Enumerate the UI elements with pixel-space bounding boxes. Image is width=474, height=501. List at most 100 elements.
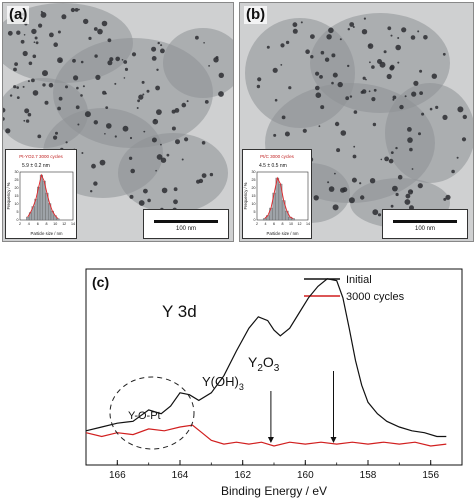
nanoparticle xyxy=(369,61,371,64)
nanoparticle xyxy=(407,189,414,195)
nanoparticle xyxy=(310,34,315,39)
nanoparticle xyxy=(40,12,47,18)
nanoparticle xyxy=(218,72,224,79)
nanoparticle xyxy=(104,133,106,135)
nanoparticle xyxy=(143,130,146,133)
histogram-ytick: 30 xyxy=(15,170,19,174)
histogram-bar xyxy=(262,218,267,221)
nanoparticle xyxy=(109,57,114,62)
nanoparticle xyxy=(137,99,141,103)
nanoparticle xyxy=(49,32,54,38)
nanoparticle xyxy=(423,35,428,40)
nanoparticle xyxy=(273,133,277,137)
nanoparticle xyxy=(48,82,54,88)
nanoparticle xyxy=(147,198,151,203)
nanoparticle xyxy=(129,136,133,140)
nanoparticle xyxy=(138,200,145,206)
nanoparticle xyxy=(160,48,165,54)
nanoparticle xyxy=(42,83,46,87)
nanoparticle xyxy=(181,158,184,161)
nanoparticle xyxy=(342,187,348,193)
x-tick-label: 166 xyxy=(109,470,126,481)
nanoparticle xyxy=(33,41,36,43)
nanoparticle xyxy=(97,28,103,35)
histogram-xtick: 6 xyxy=(37,222,39,226)
nanoparticle xyxy=(131,52,137,57)
histogram-xtick: 2 xyxy=(19,222,21,226)
nanoparticle xyxy=(114,135,117,138)
histogram-ylabel: Frequency / % xyxy=(243,182,248,209)
histogram-inset-a: Pt-YO2.7 3000 cycles 5.9 ± 0.2 nm 2 4 6 8 10 12… xyxy=(5,149,77,239)
nanoparticle xyxy=(292,28,298,34)
nanoparticle xyxy=(13,85,17,89)
histogram-size-label: 4.5 ± 0.5 nm xyxy=(259,163,287,169)
nanoparticle xyxy=(215,56,219,59)
histogram-xtick: 12 xyxy=(62,222,66,226)
nanoparticle xyxy=(411,168,414,170)
tem-texture-b xyxy=(245,13,473,228)
nanoparticle xyxy=(377,59,382,64)
nanoparticle xyxy=(16,30,21,35)
nanoparticle xyxy=(72,58,76,63)
nanoparticle xyxy=(42,70,48,77)
nanoparticle xyxy=(93,181,98,186)
nanoparticle xyxy=(417,183,423,189)
nanoparticle xyxy=(315,71,320,76)
tem-image-b: (b) Pt/C 3000 cycles 4.5 ± 0.5 nm 2 4 6 8 10 12… xyxy=(239,2,474,242)
nanoparticle xyxy=(171,126,176,131)
nanoparticle xyxy=(155,169,157,172)
nanoparticle xyxy=(257,77,262,82)
histogram-ytick: 0 xyxy=(17,218,19,222)
nanoparticle xyxy=(74,8,79,12)
nanoparticle xyxy=(27,80,30,83)
nanoparticle xyxy=(365,78,367,81)
histogram-ytick: 20 xyxy=(15,186,19,190)
nanoparticle xyxy=(315,92,322,98)
histogram-bar xyxy=(291,218,295,221)
nanoparticle xyxy=(339,38,342,41)
nanoparticle xyxy=(27,112,32,117)
scale-bar-box-a: 100 nm xyxy=(143,209,229,239)
nanoparticle xyxy=(380,158,383,161)
nanoparticle xyxy=(401,27,407,33)
histogram-bar xyxy=(56,218,60,221)
scale-bar-b xyxy=(393,220,457,223)
nanoparticle xyxy=(373,88,377,92)
nanoparticle xyxy=(288,86,292,90)
nanoparticle xyxy=(76,86,79,90)
arrow-yoh3-head xyxy=(267,437,274,443)
nanoparticle xyxy=(360,195,365,200)
nanoparticle xyxy=(28,61,33,66)
histogram-ytick: 15 xyxy=(15,194,19,198)
histogram-ytick: 20 xyxy=(252,186,256,190)
nanoparticle xyxy=(377,213,382,217)
nanoparticle xyxy=(95,74,101,80)
nanoparticle xyxy=(123,60,128,64)
nanoparticle xyxy=(218,91,224,97)
nanoparticle xyxy=(175,139,180,145)
nanoparticle xyxy=(94,54,98,58)
nanoparticle xyxy=(53,135,58,140)
nanoparticle xyxy=(196,179,201,184)
scale-bar-a xyxy=(154,220,218,223)
nanoparticle xyxy=(136,107,139,109)
histogram-xtick: 8 xyxy=(46,222,48,226)
series-line-3000-cycles xyxy=(85,424,447,447)
nanoparticle xyxy=(383,50,387,54)
nanoparticle xyxy=(305,49,310,54)
nanoparticle xyxy=(407,137,413,143)
nanoparticle xyxy=(77,123,80,126)
nanoparticle xyxy=(171,109,176,114)
support-region xyxy=(385,83,473,183)
nanoparticle xyxy=(155,85,161,91)
x-axis-label: Binding Energy / eV xyxy=(221,484,327,498)
nanoparticle xyxy=(347,28,350,31)
nanoparticle xyxy=(324,57,330,62)
nanoparticle xyxy=(431,73,437,79)
nanoparticle xyxy=(331,53,336,58)
nanoparticle xyxy=(284,131,290,137)
tem-image-a: (a) Pt-YO2.7 3000 cycles 5.9 ± 0.2 nm 2 4 6 8… xyxy=(2,2,234,242)
nanoparticle xyxy=(359,182,362,185)
nanoparticle xyxy=(369,178,376,184)
nanoparticle xyxy=(209,172,214,177)
